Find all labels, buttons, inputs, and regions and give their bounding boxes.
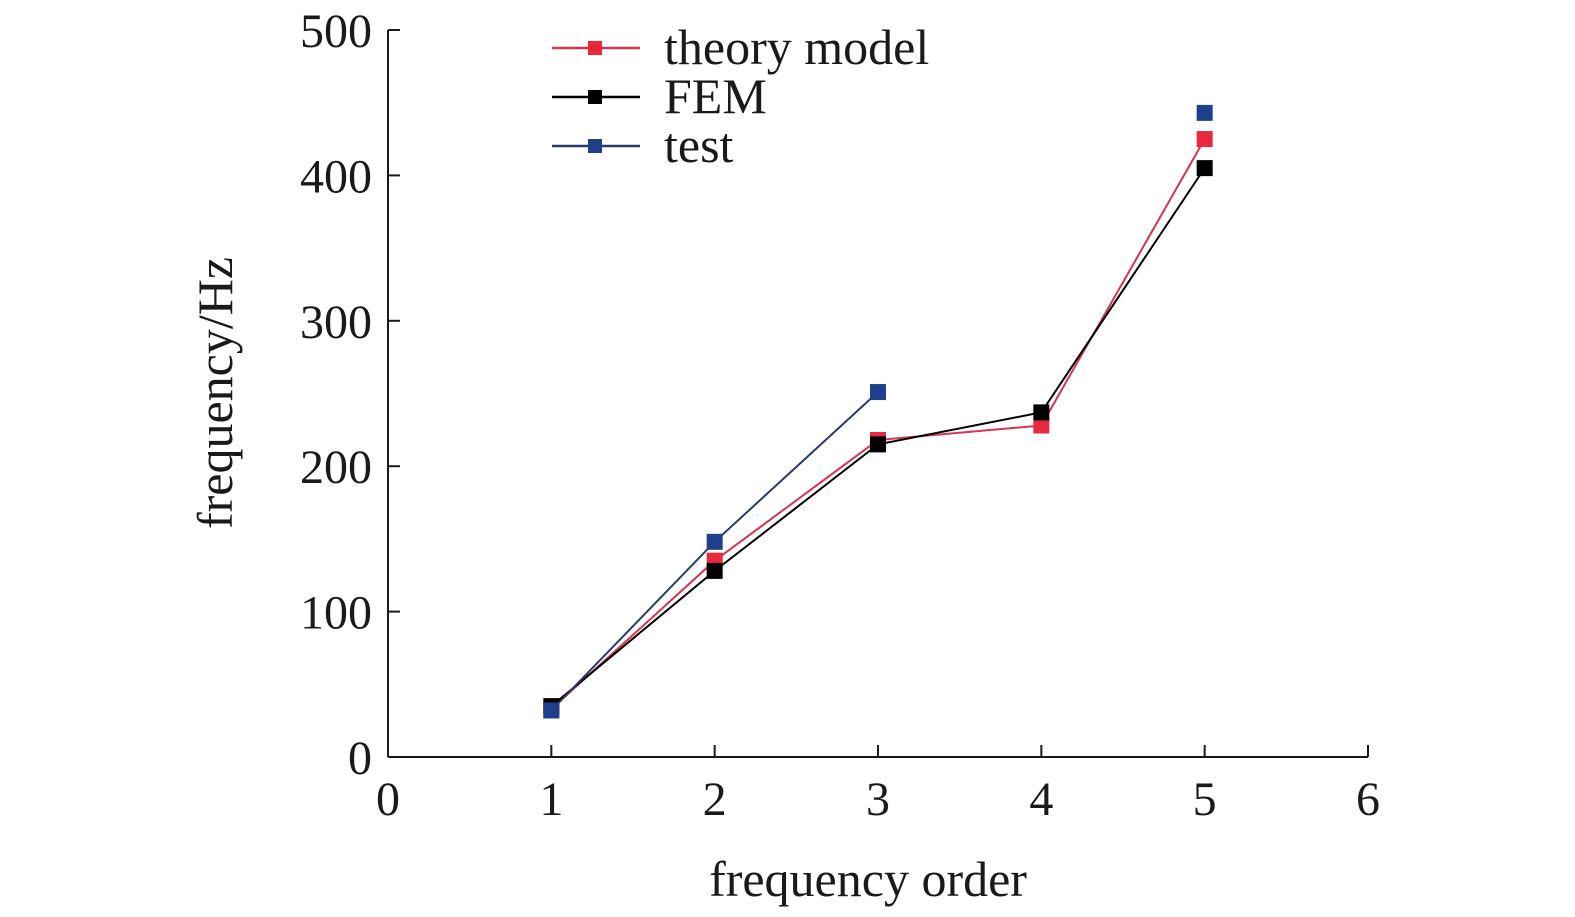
legend-marker: [588, 41, 602, 55]
y-axis-title: frequency/Hz: [187, 257, 243, 529]
y-tick-label: 500: [300, 5, 372, 58]
legend-marker: [588, 139, 602, 153]
series-layer: [543, 104, 1213, 719]
y-tick-label: 300: [300, 296, 372, 349]
series-FEM: [543, 160, 1213, 715]
x-tick-label: 6: [1356, 773, 1380, 826]
series-line: [550, 391, 879, 712]
data-point: [1033, 417, 1050, 434]
x-tick-label: 2: [703, 773, 727, 826]
x-tick-label: 0: [376, 773, 400, 826]
legend-item: theory model: [552, 19, 929, 75]
x-tick-label: 3: [866, 773, 890, 826]
series-test: [543, 104, 1213, 719]
x-tick-label: 4: [1029, 773, 1053, 826]
legend-label: FEM: [664, 68, 767, 124]
x-tick-label: 1: [539, 773, 563, 826]
y-tick-label: 0: [348, 732, 372, 785]
legend-item: FEM: [552, 68, 767, 124]
data-point: [1196, 131, 1213, 148]
legend-marker: [588, 90, 602, 104]
series-line: [550, 138, 1206, 710]
ticks: 0 1 2 3 4 5 6 0 100 200 300 400 500: [300, 5, 1380, 826]
data-point: [706, 533, 723, 550]
y-tick-label: 100: [300, 587, 372, 640]
data-point: [543, 702, 560, 719]
legend-label: test: [664, 117, 734, 173]
data-point: [706, 562, 723, 579]
y-tick-label: 400: [300, 150, 372, 203]
data-point: [870, 436, 886, 453]
data-point: [1033, 404, 1050, 421]
y-tick-label: 200: [300, 441, 372, 494]
data-point: [1196, 160, 1213, 177]
data-point: [1196, 104, 1213, 121]
legend-item: test: [552, 117, 734, 173]
legend-label: theory model: [664, 19, 929, 75]
x-tick-label: 5: [1193, 773, 1217, 826]
x-axis-title: frequency order: [709, 851, 1027, 907]
data-point: [870, 384, 886, 401]
